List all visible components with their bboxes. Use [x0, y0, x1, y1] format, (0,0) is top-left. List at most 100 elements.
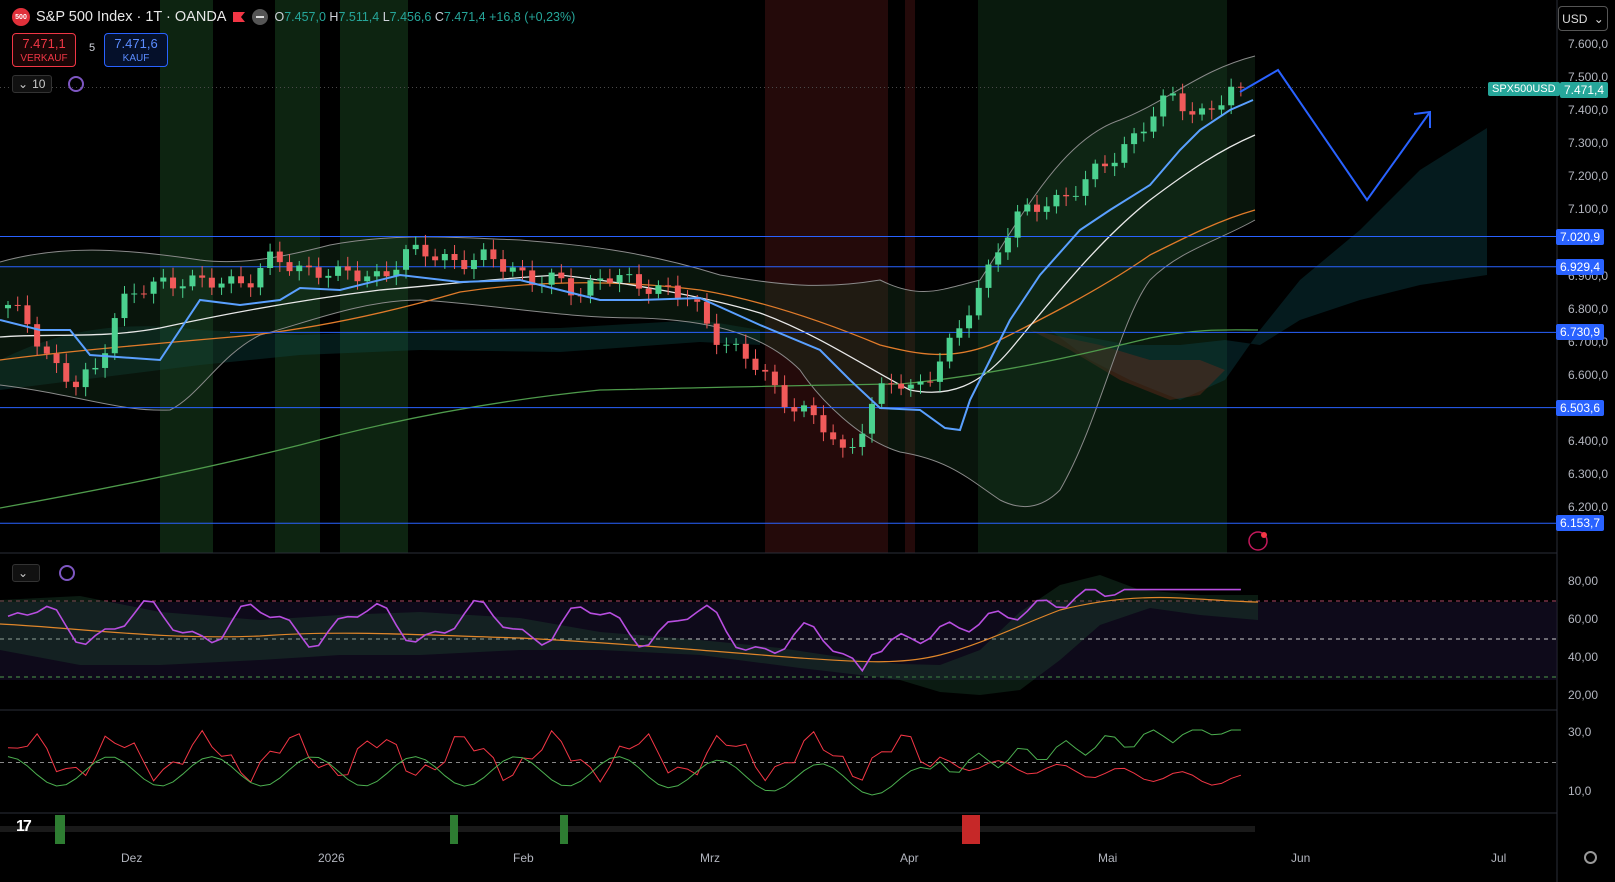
candle-body — [616, 275, 623, 283]
candle-body — [665, 285, 672, 287]
hide-icon[interactable] — [252, 9, 269, 25]
candle-body — [606, 278, 613, 283]
indicator-count: 10 — [32, 77, 46, 91]
sync-icon[interactable] — [68, 76, 84, 92]
candle-body — [43, 346, 50, 354]
candle-body — [1199, 108, 1206, 115]
candle-body — [655, 285, 662, 294]
price-axis-label: 6.400,0 — [1568, 433, 1609, 448]
candle-body — [335, 266, 342, 276]
candle-body — [170, 277, 177, 289]
time-axis-label: Jun — [1291, 851, 1311, 865]
candle-body — [373, 271, 380, 277]
sell-price: 7.471,1 — [22, 36, 66, 51]
candle-body — [898, 383, 905, 389]
signal-bar — [560, 815, 568, 844]
time-axis-label: Apr — [900, 851, 919, 865]
candle-body — [742, 343, 749, 359]
candle-body — [441, 254, 448, 261]
symbol-title[interactable]: S&P 500 Index · 1T · OANDA — [36, 9, 227, 25]
candle-body — [830, 432, 837, 440]
candle-body — [1228, 86, 1235, 106]
candle-body — [451, 254, 458, 261]
candle-body — [364, 276, 371, 282]
candle-body — [1121, 144, 1128, 163]
candle-body — [1150, 116, 1157, 132]
candle-body — [490, 249, 497, 260]
candle-body — [752, 358, 759, 370]
time-axis-label: Feb — [513, 851, 534, 865]
candle-body — [412, 244, 419, 250]
candle-body — [529, 270, 536, 286]
price-axis-label: 6.300,0 — [1568, 466, 1609, 481]
candle-body — [276, 251, 283, 263]
sell-label: VERKAUF — [20, 53, 68, 64]
candle-body — [354, 270, 361, 282]
price-axis-label: 7.500,0 — [1568, 70, 1609, 85]
currency-select[interactable]: USD ⌄ — [1558, 6, 1608, 31]
candle-body — [1189, 111, 1196, 115]
buy-button[interactable]: 7.471,6 KAUF — [104, 33, 168, 67]
candle-body — [975, 287, 982, 316]
price-axis-label: 6.600,0 — [1568, 367, 1609, 382]
low-value: 7.456,6 — [389, 10, 432, 24]
candle-body — [1072, 195, 1079, 197]
price-axis-label: 7.200,0 — [1568, 169, 1609, 184]
candle-body — [470, 260, 477, 270]
candle-body — [4, 304, 12, 309]
candle-body — [849, 446, 856, 448]
candle-body — [1014, 211, 1021, 238]
rsi-collapse-button[interactable]: ⌄ — [12, 564, 40, 582]
candle-body — [1140, 131, 1147, 134]
candle-body — [1169, 93, 1176, 96]
rsi-axis-label: 60,00 — [1568, 612, 1599, 626]
indicator-collapse-button[interactable]: ⌄ 10 — [12, 75, 52, 93]
projection-arrowhead — [1413, 110, 1431, 128]
symbol-tag: SPX500USD — [1488, 82, 1560, 96]
time-axis-label: Mai — [1098, 851, 1118, 865]
tradingview-logo[interactable]: 17 — [16, 818, 32, 835]
candle-body — [1092, 163, 1099, 180]
session-band — [275, 0, 320, 553]
candle-body — [267, 251, 274, 268]
candle-body — [325, 275, 332, 278]
signal-bar — [55, 815, 65, 844]
candle-body — [868, 403, 875, 434]
symbol-logo[interactable]: 500 — [12, 8, 30, 26]
close-value: 7.471,4 — [443, 10, 486, 24]
flag-icon[interactable] — [232, 11, 246, 23]
candle-body — [1082, 179, 1089, 196]
sell-button[interactable]: 7.471,1 VERKAUF — [12, 33, 76, 67]
high-value: 7.511,4 — [338, 10, 380, 24]
candle-body — [461, 260, 468, 270]
candle-body — [509, 267, 516, 272]
sync-icon[interactable] — [59, 565, 75, 581]
candle-body — [558, 272, 565, 279]
level-price-tag: 6.929,4 — [1556, 258, 1605, 275]
dmi-minus-line — [7, 729, 1242, 786]
candle-body — [344, 266, 351, 271]
candle-body — [1218, 105, 1225, 110]
candle-body — [771, 371, 778, 386]
rsi-band — [0, 602, 1557, 680]
candle-body — [694, 299, 701, 302]
trend-line — [0, 99, 1254, 432]
gear-icon[interactable] — [1584, 851, 1597, 864]
candle-body — [762, 369, 769, 372]
chevron-down-icon: ⌄ — [1593, 11, 1604, 26]
candle-body — [140, 293, 147, 295]
candle-body — [237, 276, 244, 284]
time-axis-label: 2026 — [318, 851, 345, 865]
candle-body — [72, 381, 79, 388]
alert-icon — [1248, 531, 1268, 551]
candle-body — [1004, 237, 1011, 253]
candle-body — [801, 405, 808, 412]
rsi-bollinger-area — [0, 575, 1258, 695]
candle-body — [150, 281, 157, 294]
signal-bar — [962, 815, 980, 844]
candle-body — [189, 275, 196, 287]
candle-body — [995, 252, 1002, 265]
candle-body — [383, 271, 390, 277]
candle-body — [713, 323, 720, 345]
